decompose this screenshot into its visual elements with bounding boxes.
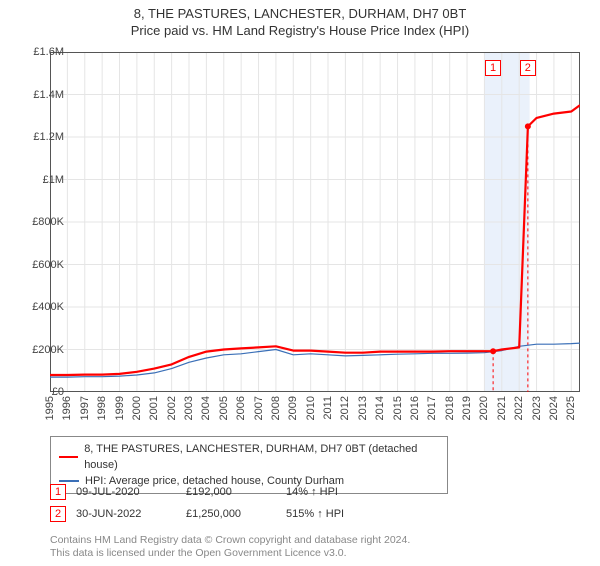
x-axis-label: 2000 [131,396,143,420]
x-axis-label: 2018 [444,396,456,420]
x-axis-label: 2007 [253,396,265,420]
legend-label: 8, THE PASTURES, LANCHESTER, DURHAM, DH7… [84,441,439,473]
sale-marker-icon: 1 [50,484,66,500]
y-axis-label: £0 [14,386,64,398]
x-axis-label: 2002 [166,396,178,420]
x-axis-label: 2009 [287,396,299,420]
y-axis-label: £1.6M [14,46,64,58]
x-axis-label: 2001 [148,396,160,420]
x-axis-label: 2012 [339,396,351,420]
x-axis-label: 2005 [218,396,230,420]
sale-delta: 14% ↑ HPI [286,486,338,498]
x-axis-label: 2003 [183,396,195,420]
x-axis-label: 2010 [305,396,317,420]
chart-sale-marker: 1 [485,60,501,76]
x-axis-label: 2015 [392,396,404,420]
plot-area [50,52,580,392]
x-axis-label: 2004 [200,396,212,420]
y-axis-label: £400K [14,301,64,313]
y-axis-label: £1M [14,174,64,186]
y-axis-label: £200K [14,344,64,356]
x-axis-label: 1996 [61,396,73,420]
footer-line: Contains HM Land Registry data © Crown c… [50,534,410,547]
sale-date: 09-JUL-2020 [76,486,186,498]
sale-price: £192,000 [186,486,286,498]
legend-swatch [59,480,79,482]
x-axis-label: 2013 [357,396,369,420]
chart-title-1: 8, THE PASTURES, LANCHESTER, DURHAM, DH7… [0,6,600,21]
x-axis-label: 2008 [270,396,282,420]
x-axis-label: 2019 [461,396,473,420]
x-axis-label: 2024 [548,396,560,420]
footer: Contains HM Land Registry data © Crown c… [50,534,410,560]
x-axis-label: 1995 [44,396,56,420]
legend-row: 8, THE PASTURES, LANCHESTER, DURHAM, DH7… [59,441,439,473]
x-axis-label: 2022 [513,396,525,420]
x-axis-label: 2014 [374,396,386,420]
sale-delta: 515% ↑ HPI [286,508,344,520]
y-axis-label: £1.4M [14,89,64,101]
sale-date: 30-JUN-2022 [76,508,186,520]
chart-sale-marker: 2 [520,60,536,76]
sale-marker-icon: 2 [50,506,66,522]
x-axis-label: 2017 [426,396,438,420]
x-axis-label: 1999 [114,396,126,420]
x-axis-label: 1998 [96,396,108,420]
x-axis-label: 2023 [531,396,543,420]
legend-swatch [59,456,78,459]
x-axis-label: 2016 [409,396,421,420]
y-axis-label: £800K [14,216,64,228]
footer-line: This data is licensed under the Open Gov… [50,547,410,560]
x-axis-label: 2021 [496,396,508,420]
x-axis-label: 2025 [565,396,577,420]
sale-row: 2 30-JUN-2022 £1,250,000 515% ↑ HPI [50,506,344,522]
x-axis-label: 1997 [79,396,91,420]
y-axis-label: £1.2M [14,131,64,143]
sale-row: 1 09-JUL-2020 £192,000 14% ↑ HPI [50,484,338,500]
sale-price: £1,250,000 [186,508,286,520]
chart-title-2: Price paid vs. HM Land Registry's House … [0,23,600,38]
x-axis-label: 2020 [478,396,490,420]
x-axis-label: 2011 [322,396,334,420]
x-axis-label: 2006 [235,396,247,420]
chart-svg [50,52,580,392]
y-axis-label: £600K [14,259,64,271]
